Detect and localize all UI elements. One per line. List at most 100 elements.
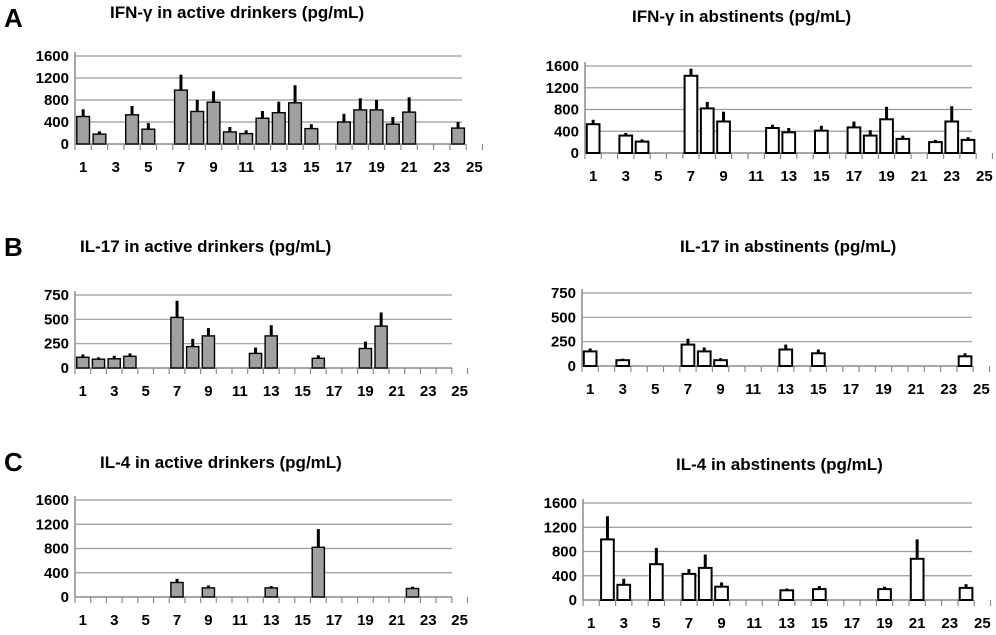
y-tick-label: 250	[551, 334, 576, 351]
bar	[451, 127, 466, 145]
y-tick-label: 0	[569, 592, 577, 609]
bar	[781, 131, 797, 155]
bar	[91, 358, 106, 369]
y-tick-label: 400	[552, 568, 577, 585]
bar	[358, 347, 373, 369]
x-tick-label: 13	[263, 612, 280, 629]
x-tick-label: 23	[943, 168, 960, 185]
bar	[649, 563, 664, 602]
x-tick-label: 23	[420, 612, 437, 629]
x-tick-label: 25	[973, 381, 990, 398]
bar	[311, 546, 326, 598]
bar	[779, 589, 795, 601]
bar	[697, 566, 713, 602]
x-tick-label: 13	[263, 383, 280, 400]
x-tick-label: 13	[270, 159, 287, 176]
y-tick-label: 1200	[36, 70, 69, 87]
y-tick-label: 750	[44, 287, 69, 304]
bar	[124, 114, 140, 145]
x-tick-label: 5	[654, 168, 662, 185]
x-tick-label: 15	[303, 159, 320, 176]
x-tick-label: 23	[941, 615, 958, 632]
x-tick-label: 13	[777, 381, 794, 398]
bar	[405, 587, 420, 598]
chart-title: IFN-γ in active drinkers (pg/mL)	[110, 3, 364, 22]
bar	[304, 127, 319, 145]
bar	[862, 134, 878, 155]
chart-4: IL-4 in active drinkers (pg/mL)040080012…	[36, 453, 469, 629]
x-tick-label: 11	[748, 168, 764, 185]
bar	[264, 335, 279, 369]
x-tick-label: 11	[232, 383, 248, 400]
y-tick-label: 800	[554, 102, 579, 119]
bar	[353, 109, 368, 145]
bar	[123, 355, 137, 369]
y-tick-label: 400	[44, 114, 69, 131]
x-tick-label: 3	[110, 383, 118, 400]
x-tick-label: 3	[110, 612, 118, 629]
bar	[846, 126, 862, 155]
x-tick-label: 1	[79, 612, 87, 629]
y-tick-label: 1600	[36, 48, 69, 65]
x-tick-label: 19	[875, 381, 892, 398]
x-tick-label: 23	[433, 159, 450, 176]
x-tick-label: 1	[79, 383, 87, 400]
chart-title: IL-17 in active drinkers (pg/mL)	[80, 237, 331, 256]
x-tick-label: 9	[204, 383, 212, 400]
y-tick-label: 0	[571, 145, 579, 162]
x-tick-label: 19	[876, 615, 893, 632]
bar	[201, 587, 216, 598]
x-tick-label: 3	[620, 615, 628, 632]
bar	[170, 581, 184, 598]
bar	[713, 359, 728, 368]
x-tick-label: 19	[878, 168, 895, 185]
bar	[582, 350, 598, 367]
bar	[812, 588, 827, 601]
bar	[615, 359, 631, 368]
x-tick-label: 11	[746, 615, 762, 632]
bar	[895, 137, 911, 154]
bar	[716, 120, 731, 154]
x-tick-label: 7	[177, 159, 185, 176]
panel-letter-a: A	[4, 3, 23, 33]
bar	[190, 110, 205, 145]
y-tick-label: 1200	[546, 80, 579, 97]
bar	[714, 585, 729, 602]
x-tick-label: 11	[232, 612, 248, 629]
chart-title: IL-4 in abstinents (pg/mL)	[676, 455, 883, 474]
bar	[185, 345, 200, 369]
x-tick-label: 15	[813, 168, 830, 185]
y-tick-label: 1200	[36, 516, 69, 533]
bar	[76, 115, 91, 145]
x-tick-label: 21	[911, 168, 928, 185]
x-tick-label: 9	[209, 159, 217, 176]
bar	[369, 109, 384, 145]
bar	[928, 141, 943, 155]
y-tick-label: 1600	[36, 492, 69, 509]
x-tick-label: 5	[651, 381, 659, 398]
x-tick-label: 5	[144, 159, 152, 176]
bar	[201, 335, 216, 369]
x-tick-label: 9	[204, 612, 212, 629]
x-tick-label: 7	[684, 381, 692, 398]
chart-title: IL-17 in abstinents (pg/mL)	[680, 237, 896, 256]
bar	[336, 121, 352, 145]
panel-letter-b: B	[4, 232, 23, 262]
x-tick-label: 17	[326, 612, 343, 629]
x-tick-label: 19	[368, 159, 385, 176]
bar	[239, 132, 254, 145]
bar	[699, 107, 715, 154]
x-tick-label: 21	[389, 383, 406, 400]
chart-title: IL-4 in active drinkers (pg/mL)	[100, 453, 342, 472]
y-tick-label: 400	[44, 565, 69, 582]
bar	[107, 358, 121, 369]
x-tick-label: 7	[687, 168, 695, 185]
bar	[960, 138, 976, 154]
bar	[92, 133, 107, 145]
chart-1: IFN-γ in abstinents (pg/mL) 0 400 800 1200 16…	[546, 7, 994, 185]
y-tick-label: 800	[44, 541, 69, 558]
x-tick-label: 19	[357, 612, 374, 629]
x-tick-label: 17	[336, 159, 353, 176]
x-tick-label: 21	[909, 615, 926, 632]
